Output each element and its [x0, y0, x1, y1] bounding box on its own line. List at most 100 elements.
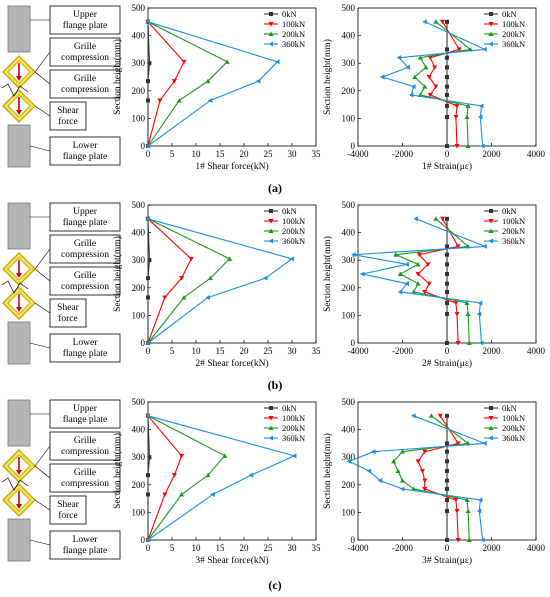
- label-grille-compression-2: Grille: [74, 468, 96, 478]
- data-point: [181, 59, 187, 65]
- break-line: [1, 477, 29, 491]
- data-point: [146, 276, 150, 281]
- data-point: [440, 19, 446, 25]
- series-line: [147, 415, 183, 541]
- diagram-connector: [34, 445, 51, 467]
- label-lower-flange: flange plate: [63, 151, 108, 162]
- data-point: [404, 261, 409, 267]
- data-point: [445, 19, 449, 24]
- data-point: [422, 478, 428, 484]
- y-tick-label: 400: [132, 425, 146, 435]
- data-point: [445, 47, 449, 52]
- diagram-connector: [34, 268, 51, 282]
- data-point: [445, 469, 449, 473]
- data-point: [427, 55, 433, 61]
- data-point: [222, 453, 228, 458]
- series-line: [147, 21, 229, 147]
- data-point: [464, 114, 470, 120]
- data-point: [445, 497, 449, 502]
- series-360kN: [145, 216, 294, 346]
- data-point: [433, 84, 439, 90]
- y-axis-label: Section height(mm): [322, 433, 333, 509]
- y-tick-label: 300: [132, 452, 146, 462]
- specimen-diagram: Upper flange plate Grille compression Grille…: [0, 0, 130, 199]
- diagram-connector: [29, 342, 51, 349]
- label-grille-compression-2-box: [49, 463, 121, 493]
- data-point: [455, 441, 461, 446]
- y-tick-label: 400: [342, 425, 356, 435]
- label-grille-compression-2: Grille: [74, 74, 96, 84]
- label-shear-force: force: [58, 116, 78, 127]
- y-axis-label: Section height(mm): [112, 236, 123, 312]
- legend-label: 100kN: [502, 19, 525, 29]
- series-line: [428, 21, 461, 147]
- series-line: [147, 218, 294, 344]
- label-upper-flange: Upper: [73, 207, 98, 217]
- series-line: [393, 218, 470, 344]
- x-tick-label: 10: [192, 543, 202, 553]
- legend-label: 200kN: [502, 423, 525, 433]
- data-point: [482, 440, 487, 446]
- data-point: [455, 538, 461, 543]
- data-point: [396, 55, 402, 61]
- series-line: [147, 415, 226, 541]
- data-point: [488, 31, 494, 36]
- chart-svg: -4000 -2000 0 2000 4000 0 100 200 300 400 500 3# St…: [322, 397, 546, 566]
- label-grille-compression-2: compression: [61, 85, 109, 95]
- x-tick-label: -2000: [392, 346, 413, 356]
- y-tick-label: 300: [342, 255, 356, 265]
- panel-label-a: (a): [268, 181, 282, 195]
- strain-chart-1: -4000 -2000 0 2000 4000 0 100 200 300 400 500 1# St…: [320, 0, 550, 185]
- series-0kN: [445, 413, 449, 542]
- break-line: [1, 83, 29, 97]
- data-point: [415, 272, 421, 277]
- series-line: [147, 21, 279, 147]
- grille-diamonds: [2, 252, 36, 320]
- x-tick-label: 5: [170, 149, 175, 159]
- data-point: [146, 492, 150, 497]
- label-lower-flange: flange plate: [63, 545, 108, 556]
- data-point: [445, 289, 449, 294]
- data-point: [400, 486, 405, 492]
- y-tick-label: 0: [141, 535, 146, 545]
- data-point: [465, 508, 471, 514]
- x-tick-label: 0: [445, 543, 450, 553]
- data-point: [428, 413, 434, 418]
- data-point: [488, 416, 494, 421]
- x-tick-label: 0: [146, 543, 151, 553]
- data-point: [465, 103, 471, 108]
- data-point: [411, 289, 417, 294]
- data-point: [268, 22, 274, 27]
- label-grille-compression-1-box: [49, 234, 121, 264]
- series-360kN: [346, 413, 487, 543]
- x-tick-label: 20: [240, 149, 250, 159]
- data-point: [205, 78, 211, 84]
- y-axis-label: Section height(mm): [322, 39, 333, 115]
- x-tick-label: 30: [288, 543, 298, 553]
- label-grille-compression-1: Grille: [74, 436, 96, 446]
- panel-b: Upper flange plate Grille compression Grille…: [0, 197, 550, 396]
- legend-label: 200kN: [282, 29, 305, 39]
- y-tick-label: 200: [132, 86, 146, 96]
- legend-label: 200kN: [502, 226, 525, 236]
- x-tick-label: 5: [170, 543, 175, 553]
- x-tick-label: 15: [216, 149, 226, 159]
- x-axis-label: 3# Shear force(kN): [195, 555, 268, 566]
- label-lower-flange: Lower: [73, 535, 99, 545]
- y-tick-label: 400: [132, 228, 146, 238]
- data-point: [181, 294, 187, 300]
- series-360kN: [145, 413, 297, 543]
- chart-svg: 0 5 10 15 20 25 30 35 0 100 200 300 400 500 2# Shear f…: [112, 200, 321, 369]
- data-point: [269, 406, 273, 410]
- data-point: [453, 115, 459, 120]
- data-point: [207, 275, 213, 281]
- legend-label: 0kN: [502, 403, 517, 413]
- legend-label: 360kN: [282, 39, 305, 49]
- legend-label: 0kN: [502, 206, 517, 216]
- upper-flange-plate: [7, 202, 31, 250]
- data-point: [489, 12, 493, 16]
- data-point: [482, 243, 487, 249]
- legend-label: 100kN: [282, 216, 305, 226]
- x-axis-label: 1# Shear force(kN): [195, 161, 268, 172]
